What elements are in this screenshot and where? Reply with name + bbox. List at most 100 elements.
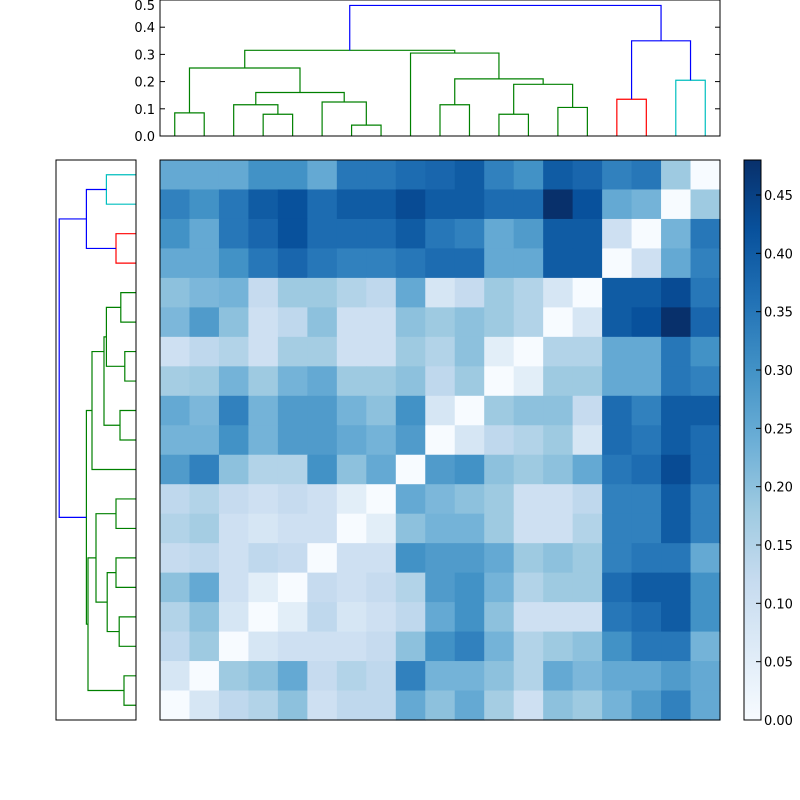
heatmap-cell [484, 631, 515, 662]
heatmap-cell [366, 543, 397, 574]
top-dendrogram-link [349, 4, 662, 51]
heatmap-cell [572, 425, 603, 456]
heatmap-cell [160, 248, 191, 279]
heatmap-cell [277, 690, 308, 721]
heatmap-cell [543, 454, 574, 485]
colorbar-tick-label: 0.35 [764, 306, 793, 321]
heatmap-cell [425, 189, 456, 220]
top-dendrogram-tick-label: 0.2 [134, 76, 155, 91]
heatmap-cell [395, 690, 426, 721]
heatmap-cell [661, 307, 692, 338]
heatmap-cell [690, 336, 721, 367]
heatmap-cell [218, 336, 250, 367]
heatmap-cell [631, 395, 662, 426]
heatmap-cell [366, 307, 397, 338]
heatmap-cell [631, 602, 662, 633]
heatmap-cell [631, 248, 662, 279]
heatmap-cell [484, 218, 515, 250]
colorbar-tick-label: 0.00 [764, 714, 793, 729]
heatmap-cell [661, 602, 692, 633]
heatmap-cell [307, 395, 338, 426]
heatmap-cell [307, 248, 338, 279]
heatmap-cell [189, 690, 220, 721]
heatmap-cell [336, 513, 367, 544]
heatmap-cell [661, 395, 692, 426]
heatmap-cell [307, 484, 338, 515]
heatmap-cell [543, 218, 574, 250]
heatmap-cell [336, 160, 367, 191]
heatmap-cell [454, 572, 485, 603]
heatmap-cell [366, 425, 397, 456]
top-dendrogram-tick-label: 0.1 [134, 103, 155, 118]
heatmap-cell [160, 602, 191, 633]
left-dendrogram-link [58, 218, 87, 518]
heatmap-cell [277, 572, 308, 603]
heatmap-cell [513, 661, 544, 692]
heatmap-cell [366, 572, 397, 603]
heatmap-cell [661, 277, 692, 308]
heatmap-cell [454, 661, 485, 692]
heatmap-cell [484, 690, 515, 721]
heatmap-cell [248, 543, 279, 574]
heatmap-cell [572, 572, 603, 603]
heatmap [160, 160, 721, 721]
heatmap-cell [484, 366, 515, 397]
heatmap-cell [602, 248, 633, 279]
heatmap-cell [395, 277, 426, 308]
heatmap-cell [366, 454, 397, 485]
heatmap-cell [248, 160, 279, 191]
heatmap-cell [395, 602, 426, 633]
heatmap-cell [543, 690, 574, 721]
heatmap-cell [513, 690, 544, 721]
heatmap-cell [513, 336, 544, 367]
heatmap-cell [189, 543, 220, 574]
heatmap-cell [661, 218, 692, 250]
top-dendrogram-y-axis: 0.0 0.1 0.2 0.3 0.4 0.5 [134, 0, 720, 145]
heatmap-cell [248, 425, 279, 456]
heatmap-cell [277, 307, 308, 338]
heatmap-cell [307, 454, 338, 485]
heatmap-cell [160, 454, 191, 485]
heatmap-cell [395, 248, 426, 279]
heatmap-cell [218, 602, 250, 633]
left-dendrogram-frame [55, 159, 137, 721]
heatmap-cell [543, 425, 574, 456]
heatmap-cell [189, 602, 220, 633]
heatmap-cell [218, 484, 250, 515]
heatmap-cell [513, 218, 544, 250]
heatmap-cell [484, 425, 515, 456]
heatmap-cell [277, 543, 308, 574]
heatmap-cell [189, 248, 220, 279]
heatmap-cell [690, 661, 721, 692]
heatmap-cell [307, 572, 338, 603]
heatmap-cell [631, 661, 662, 692]
heatmap-cell [661, 425, 692, 456]
heatmap-cell [454, 395, 485, 426]
heatmap-cell [484, 661, 515, 692]
heatmap-cell [602, 543, 633, 574]
heatmap-cell [602, 160, 633, 191]
heatmap-cell [160, 572, 191, 603]
heatmap-cell [307, 631, 338, 662]
heatmap-cell [307, 366, 338, 397]
heatmap-cell [602, 366, 633, 397]
heatmap-cell [690, 189, 721, 220]
heatmap-cell [484, 454, 515, 485]
heatmap-cell [572, 543, 603, 574]
heatmap-cell [336, 395, 367, 426]
colorbar-axis: 0.00 0.05 0.10 0.15 0.20 0.25 0.30 0.35 0.40 0.45 [756, 189, 793, 729]
heatmap-cell [366, 218, 397, 250]
heatmap-cell [661, 543, 692, 574]
heatmap-cell [572, 631, 603, 662]
heatmap-cell [336, 336, 367, 367]
heatmap-cell [425, 218, 456, 250]
heatmap-cell [572, 484, 603, 515]
heatmap-cell [425, 513, 456, 544]
heatmap-cell [690, 395, 721, 426]
heatmap-cell [454, 513, 485, 544]
heatmap-cell [661, 366, 692, 397]
heatmap-cell [454, 484, 485, 515]
heatmap-cell [661, 690, 692, 721]
left-dendrogram [58, 174, 136, 706]
heatmap-cell [218, 307, 250, 338]
